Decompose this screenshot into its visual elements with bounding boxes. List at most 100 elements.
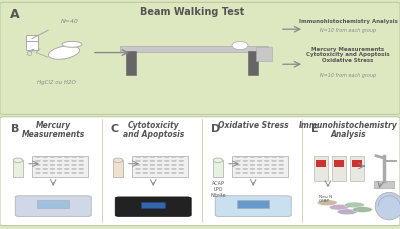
Circle shape (344, 202, 364, 208)
Bar (352, 160, 362, 167)
Circle shape (243, 156, 248, 158)
Bar (37, 200, 69, 208)
Circle shape (57, 156, 62, 158)
Circle shape (57, 160, 62, 162)
Circle shape (257, 160, 262, 162)
Circle shape (64, 160, 69, 162)
Circle shape (157, 160, 162, 162)
Circle shape (172, 156, 176, 158)
Circle shape (50, 156, 55, 158)
Bar (32, 156, 88, 177)
Circle shape (43, 156, 48, 158)
Circle shape (157, 168, 162, 169)
Text: Analysis: Analysis (330, 130, 366, 139)
Circle shape (264, 168, 269, 169)
Circle shape (272, 156, 276, 158)
Circle shape (36, 168, 40, 169)
Circle shape (236, 172, 240, 174)
Circle shape (164, 164, 169, 166)
Circle shape (72, 160, 76, 162)
Circle shape (157, 164, 162, 166)
Circle shape (43, 164, 48, 166)
Text: Immunohistochemistry: Immunohistochemistry (299, 121, 397, 130)
Circle shape (150, 168, 155, 169)
Circle shape (72, 172, 76, 174)
Circle shape (57, 172, 62, 174)
Circle shape (236, 168, 240, 169)
Circle shape (243, 172, 248, 174)
Circle shape (179, 156, 184, 158)
Polygon shape (26, 35, 38, 50)
Circle shape (64, 172, 69, 174)
Circle shape (157, 156, 162, 158)
Circle shape (50, 160, 55, 162)
Circle shape (72, 168, 76, 169)
Circle shape (36, 156, 40, 158)
Circle shape (143, 172, 148, 174)
Circle shape (157, 172, 162, 174)
Text: Neu N
GFAP: Neu N GFAP (319, 195, 332, 203)
Text: C: C (111, 124, 119, 134)
Bar (374, 181, 394, 188)
Circle shape (50, 168, 55, 169)
Circle shape (164, 168, 169, 169)
Bar (120, 46, 268, 52)
Text: Immunohistochemistry Analysis: Immunohistochemistry Analysis (298, 19, 398, 24)
Circle shape (164, 156, 169, 158)
Ellipse shape (213, 158, 223, 163)
Circle shape (136, 160, 140, 162)
Text: ♂: ♂ (26, 48, 34, 58)
Circle shape (143, 168, 148, 169)
Circle shape (250, 172, 255, 174)
Circle shape (257, 172, 262, 174)
Circle shape (79, 160, 84, 162)
Circle shape (62, 41, 82, 47)
Circle shape (150, 164, 155, 166)
Circle shape (72, 164, 76, 166)
Text: N=40: N=40 (61, 19, 79, 24)
FancyBboxPatch shape (15, 196, 91, 216)
Circle shape (179, 172, 184, 174)
Circle shape (236, 164, 240, 166)
Circle shape (72, 156, 76, 158)
Circle shape (50, 164, 55, 166)
Bar (314, 156, 328, 181)
FancyBboxPatch shape (115, 197, 191, 216)
Circle shape (64, 164, 69, 166)
Circle shape (250, 168, 255, 169)
Circle shape (143, 160, 148, 162)
Bar (126, 51, 136, 75)
Circle shape (36, 160, 40, 162)
Circle shape (243, 168, 248, 169)
Circle shape (250, 160, 255, 162)
Bar (332, 156, 346, 181)
Text: Cytotoxicity: Cytotoxicity (127, 121, 179, 130)
Bar (113, 160, 123, 177)
Circle shape (250, 164, 255, 166)
Circle shape (136, 168, 140, 169)
Ellipse shape (232, 41, 248, 50)
FancyBboxPatch shape (0, 117, 400, 226)
Text: Measurements: Measurements (22, 130, 85, 139)
Circle shape (172, 160, 176, 162)
Bar (232, 156, 288, 177)
Circle shape (236, 160, 240, 162)
Circle shape (264, 160, 269, 162)
Circle shape (36, 164, 40, 166)
Circle shape (172, 168, 176, 169)
Text: E: E (311, 124, 318, 134)
Bar (334, 160, 344, 167)
Circle shape (279, 156, 284, 158)
Circle shape (179, 168, 184, 169)
Circle shape (136, 164, 140, 166)
Text: Beam Walking Test: Beam Walking Test (140, 7, 244, 17)
Circle shape (264, 164, 269, 166)
Ellipse shape (375, 192, 400, 220)
Text: HgCl2 ou H2O: HgCl2 ou H2O (36, 80, 76, 85)
Circle shape (164, 172, 169, 174)
Text: Mercury Measurements
Cytotoxicity and Apoptosis
Oxidative Stress: Mercury Measurements Cytotoxicity and Ap… (306, 46, 390, 63)
Circle shape (317, 200, 337, 206)
Circle shape (172, 164, 176, 166)
Circle shape (79, 168, 84, 169)
Ellipse shape (13, 158, 23, 163)
